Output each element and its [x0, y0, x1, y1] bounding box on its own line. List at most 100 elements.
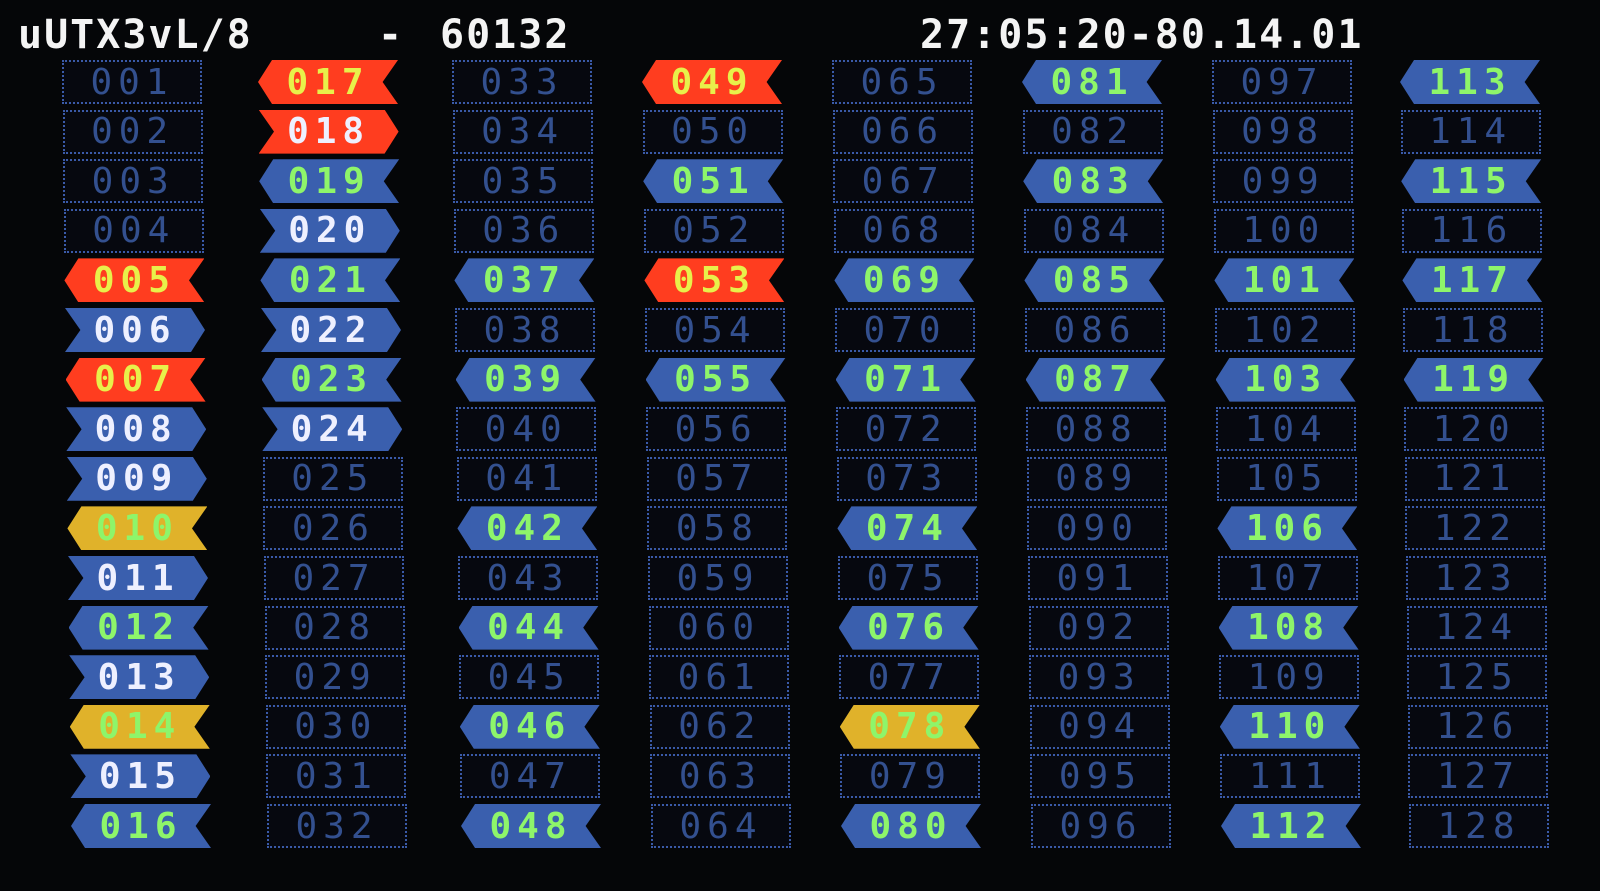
channel-cell-123[interactable]: 123	[1406, 556, 1546, 600]
channel-cell-013[interactable]: 013	[69, 655, 210, 700]
channel-cell-017[interactable]: 017	[258, 60, 398, 104]
channel-cell-083[interactable]: 083	[1023, 159, 1164, 204]
channel-cell-031[interactable]: 031	[266, 754, 407, 799]
channel-cell-070[interactable]: 070	[835, 308, 975, 352]
channel-cell-024[interactable]: 024	[262, 407, 403, 452]
channel-cell-053[interactable]: 053	[644, 258, 785, 303]
channel-cell-042[interactable]: 042	[457, 506, 598, 551]
channel-cell-104[interactable]: 104	[1216, 407, 1357, 452]
channel-cell-121[interactable]: 121	[1404, 456, 1545, 501]
channel-cell-087[interactable]: 087	[1025, 357, 1166, 402]
channel-cell-069[interactable]: 069	[834, 258, 975, 303]
channel-cell-107[interactable]: 107	[1218, 556, 1358, 600]
channel-cell-047[interactable]: 047	[460, 754, 601, 799]
channel-cell-043[interactable]: 043	[458, 556, 598, 600]
channel-cell-116[interactable]: 116	[1401, 208, 1542, 253]
channel-cell-063[interactable]: 063	[650, 754, 791, 799]
channel-cell-073[interactable]: 073	[836, 456, 977, 501]
channel-cell-030[interactable]: 030	[265, 704, 406, 749]
channel-cell-074[interactable]: 074	[837, 506, 978, 551]
channel-cell-002[interactable]: 002	[62, 109, 203, 154]
channel-cell-019[interactable]: 019	[259, 159, 400, 204]
channel-cell-105[interactable]: 105	[1216, 456, 1357, 501]
channel-cell-054[interactable]: 054	[645, 308, 785, 352]
channel-cell-050[interactable]: 050	[642, 109, 783, 154]
channel-cell-119[interactable]: 119	[1403, 357, 1544, 402]
channel-cell-049[interactable]: 049	[642, 60, 782, 104]
channel-cell-125[interactable]: 125	[1407, 655, 1548, 700]
channel-cell-033[interactable]: 033	[452, 60, 592, 104]
channel-cell-026[interactable]: 026	[263, 506, 404, 551]
channel-cell-081[interactable]: 081	[1022, 60, 1162, 104]
channel-cell-062[interactable]: 062	[649, 704, 790, 749]
channel-cell-061[interactable]: 061	[649, 655, 790, 700]
channel-cell-066[interactable]: 066	[832, 109, 973, 154]
channel-cell-036[interactable]: 036	[453, 208, 594, 253]
channel-cell-060[interactable]: 060	[648, 605, 789, 650]
channel-cell-084[interactable]: 084	[1023, 208, 1164, 253]
channel-cell-128[interactable]: 128	[1409, 804, 1549, 848]
channel-cell-124[interactable]: 124	[1406, 605, 1547, 650]
channel-cell-093[interactable]: 093	[1029, 655, 1170, 700]
channel-cell-109[interactable]: 109	[1219, 655, 1360, 700]
channel-cell-055[interactable]: 055	[645, 357, 786, 402]
channel-cell-064[interactable]: 064	[651, 804, 791, 848]
channel-cell-037[interactable]: 037	[454, 258, 595, 303]
channel-cell-072[interactable]: 072	[836, 407, 977, 452]
channel-cell-023[interactable]: 023	[261, 357, 402, 402]
channel-cell-089[interactable]: 089	[1026, 456, 1167, 501]
channel-cell-095[interactable]: 095	[1030, 754, 1171, 799]
channel-cell-076[interactable]: 076	[838, 605, 979, 650]
channel-cell-096[interactable]: 096	[1031, 804, 1171, 848]
channel-cell-058[interactable]: 058	[647, 506, 788, 551]
channel-cell-088[interactable]: 088	[1026, 407, 1167, 452]
channel-cell-006[interactable]: 006	[65, 308, 205, 352]
channel-cell-046[interactable]: 046	[459, 704, 600, 749]
channel-cell-086[interactable]: 086	[1025, 308, 1165, 352]
channel-cell-085[interactable]: 085	[1024, 258, 1165, 303]
channel-cell-010[interactable]: 010	[67, 506, 208, 551]
channel-cell-103[interactable]: 103	[1215, 357, 1356, 402]
channel-cell-127[interactable]: 127	[1408, 754, 1549, 799]
channel-cell-029[interactable]: 029	[265, 655, 406, 700]
channel-cell-099[interactable]: 099	[1213, 159, 1354, 204]
channel-cell-106[interactable]: 106	[1217, 506, 1358, 551]
channel-cell-003[interactable]: 003	[63, 159, 204, 204]
channel-cell-025[interactable]: 025	[262, 456, 403, 501]
channel-cell-056[interactable]: 056	[646, 407, 787, 452]
channel-cell-080[interactable]: 080	[841, 804, 981, 848]
channel-cell-045[interactable]: 045	[459, 655, 600, 700]
channel-cell-102[interactable]: 102	[1215, 308, 1355, 352]
channel-cell-014[interactable]: 014	[69, 704, 210, 749]
channel-cell-100[interactable]: 100	[1213, 208, 1354, 253]
channel-cell-059[interactable]: 059	[648, 556, 788, 600]
channel-cell-012[interactable]: 012	[68, 605, 209, 650]
channel-cell-021[interactable]: 021	[260, 258, 401, 303]
channel-cell-101[interactable]: 101	[1214, 258, 1355, 303]
channel-cell-114[interactable]: 114	[1400, 109, 1541, 154]
channel-cell-057[interactable]: 057	[646, 456, 787, 501]
channel-cell-079[interactable]: 079	[840, 754, 981, 799]
channel-cell-090[interactable]: 090	[1027, 506, 1168, 551]
channel-cell-112[interactable]: 112	[1221, 804, 1361, 848]
channel-cell-067[interactable]: 067	[833, 159, 974, 204]
channel-cell-111[interactable]: 111	[1220, 754, 1361, 799]
channel-cell-094[interactable]: 094	[1029, 704, 1170, 749]
channel-cell-044[interactable]: 044	[458, 605, 599, 650]
channel-cell-032[interactable]: 032	[267, 804, 407, 848]
channel-cell-011[interactable]: 011	[68, 556, 208, 600]
channel-cell-118[interactable]: 118	[1403, 308, 1543, 352]
channel-cell-115[interactable]: 115	[1401, 159, 1542, 204]
channel-cell-120[interactable]: 120	[1404, 407, 1545, 452]
channel-cell-065[interactable]: 065	[832, 60, 972, 104]
channel-cell-009[interactable]: 009	[66, 456, 207, 501]
channel-cell-005[interactable]: 005	[64, 258, 205, 303]
channel-cell-004[interactable]: 004	[63, 208, 204, 253]
channel-cell-038[interactable]: 038	[455, 308, 595, 352]
channel-cell-035[interactable]: 035	[453, 159, 594, 204]
channel-cell-098[interactable]: 098	[1212, 109, 1353, 154]
channel-cell-068[interactable]: 068	[833, 208, 974, 253]
channel-cell-097[interactable]: 097	[1212, 60, 1352, 104]
channel-cell-108[interactable]: 108	[1218, 605, 1359, 650]
channel-cell-027[interactable]: 027	[264, 556, 404, 600]
